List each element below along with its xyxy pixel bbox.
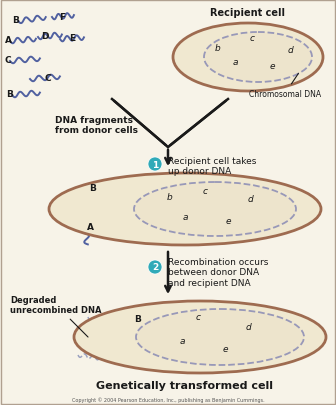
Ellipse shape <box>204 33 312 83</box>
Text: B: B <box>134 315 141 324</box>
Text: B: B <box>12 15 19 24</box>
Text: a: a <box>232 58 238 66</box>
Ellipse shape <box>136 309 304 365</box>
Text: B: B <box>7 89 13 98</box>
Text: Genetically transformed cell: Genetically transformed cell <box>96 380 274 390</box>
Ellipse shape <box>134 183 296 237</box>
Ellipse shape <box>49 174 321 245</box>
Text: d: d <box>245 323 251 332</box>
Text: Chromosomal DNA: Chromosomal DNA <box>249 74 321 99</box>
Text: DNA fragments
from donor cells: DNA fragments from donor cells <box>55 116 138 135</box>
Text: A: A <box>4 35 11 45</box>
Text: a: a <box>179 337 185 345</box>
Text: B: B <box>90 183 96 192</box>
Text: Degraded
unrecombined DNA: Degraded unrecombined DNA <box>10 295 101 337</box>
Text: E: E <box>69 34 75 43</box>
Text: Copyright © 2004 Pearson Education, Inc., publishing as Benjamin Cummings.: Copyright © 2004 Pearson Education, Inc.… <box>72 396 264 402</box>
Text: e: e <box>222 345 228 354</box>
Text: 2: 2 <box>152 263 158 272</box>
Text: e: e <box>269 61 275 70</box>
Text: F: F <box>59 13 65 21</box>
Text: d: d <box>287 45 293 54</box>
Text: Recipient cell: Recipient cell <box>210 8 286 18</box>
Text: e: e <box>225 217 231 226</box>
Text: C: C <box>45 73 51 82</box>
Text: a: a <box>182 213 188 222</box>
Text: Recombination occurs
between donor DNA
and recipient DNA: Recombination occurs between donor DNA a… <box>168 257 268 287</box>
Text: Recipient cell takes
up donor DNA: Recipient cell takes up donor DNA <box>168 157 256 176</box>
Circle shape <box>148 260 162 274</box>
Text: d: d <box>247 195 253 204</box>
Text: c: c <box>250 34 254 43</box>
Text: D: D <box>41 32 49 40</box>
Text: A: A <box>86 223 93 232</box>
Text: b: b <box>215 43 221 52</box>
Text: c: c <box>196 313 201 322</box>
Text: 1: 1 <box>152 160 158 169</box>
Circle shape <box>148 158 162 172</box>
Ellipse shape <box>173 24 323 92</box>
Text: C: C <box>5 55 11 64</box>
Text: b: b <box>167 193 173 202</box>
Text: c: c <box>203 187 208 196</box>
Ellipse shape <box>74 301 326 373</box>
